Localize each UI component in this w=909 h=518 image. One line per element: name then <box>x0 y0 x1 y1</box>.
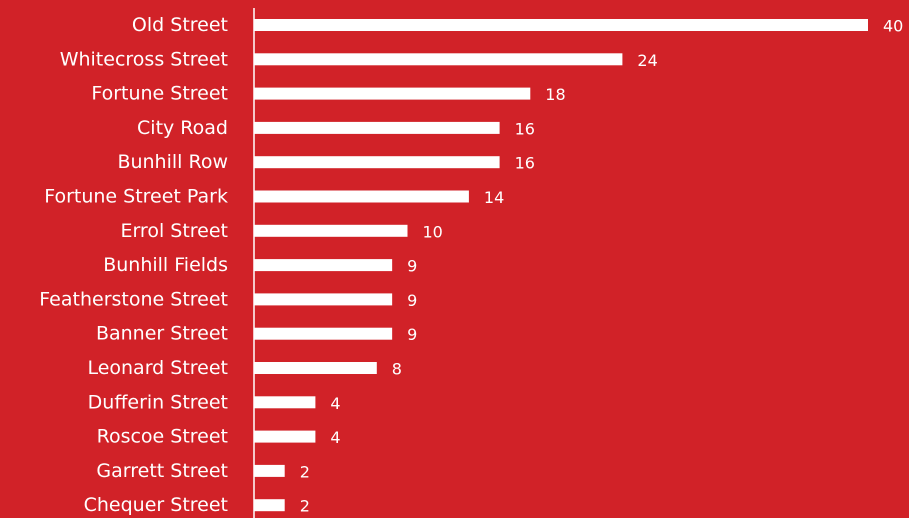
category-label-banner-street: Banner Street <box>96 323 228 345</box>
value-label-city-road: 16 <box>515 119 535 138</box>
category-label-whitecross-street: Whitecross Street <box>60 48 228 70</box>
bar-fortune-street-park <box>254 190 469 203</box>
bar-roscoe-street <box>254 430 316 443</box>
value-label-whitecross-street: 24 <box>637 51 657 70</box>
category-label-bunhill-row: Bunhill Row <box>117 151 228 173</box>
category-label-errol-street: Errol Street <box>120 220 228 242</box>
category-label-chequer-street: Chequer Street <box>84 494 228 516</box>
value-label-bunhill-row: 16 <box>515 154 535 173</box>
category-label-featherstone-street: Featherstone Street <box>39 288 228 310</box>
category-label-old-street: Old Street <box>132 14 228 36</box>
bar-bunhill-fields <box>254 259 393 272</box>
bar-featherstone-street <box>254 293 393 306</box>
bar-errol-street <box>254 224 408 237</box>
value-label-errol-street: 10 <box>423 222 443 241</box>
bar-city-road <box>254 121 500 134</box>
category-label-roscoe-street: Roscoe Street <box>97 426 228 448</box>
value-label-featherstone-street: 9 <box>407 291 417 310</box>
value-label-dufferin-street: 4 <box>330 394 340 413</box>
value-label-garrett-street: 2 <box>300 462 310 481</box>
bar-whitecross-street <box>254 53 623 66</box>
category-label-bunhill-fields: Bunhill Fields <box>103 254 228 276</box>
value-label-fortune-street-park: 14 <box>484 188 504 207</box>
bar-dufferin-street <box>254 396 316 409</box>
bar-fortune-street <box>254 87 531 100</box>
value-label-roscoe-street: 4 <box>330 428 340 447</box>
category-label-garrett-street: Garrett Street <box>96 460 228 482</box>
category-label-city-road: City Road <box>137 117 228 139</box>
bar-chequer-street <box>254 499 285 512</box>
category-label-leonard-street: Leonard Street <box>87 357 228 379</box>
value-label-fortune-street: 18 <box>545 85 565 104</box>
bars-group <box>254 19 868 512</box>
value-label-leonard-street: 8 <box>392 360 402 379</box>
value-label-banner-street: 9 <box>407 325 417 344</box>
bar-garrett-street <box>254 464 285 477</box>
bar-banner-street <box>254 327 393 340</box>
bar-old-street <box>254 19 868 31</box>
value-label-old-street: 40 <box>883 17 903 36</box>
category-label-dufferin-street: Dufferin Street <box>88 391 228 413</box>
category-labels-group: Old Street Whitecross Street Fortune Stree… <box>39 14 228 516</box>
category-label-fortune-street-park: Fortune Street Park <box>44 186 228 208</box>
category-label-fortune-street: Fortune Street <box>91 83 228 105</box>
bar-bunhill-row <box>254 156 500 169</box>
value-label-chequer-street: 2 <box>300 497 310 516</box>
value-label-bunhill-fields: 9 <box>407 257 417 276</box>
bar-leonard-street <box>254 362 377 374</box>
